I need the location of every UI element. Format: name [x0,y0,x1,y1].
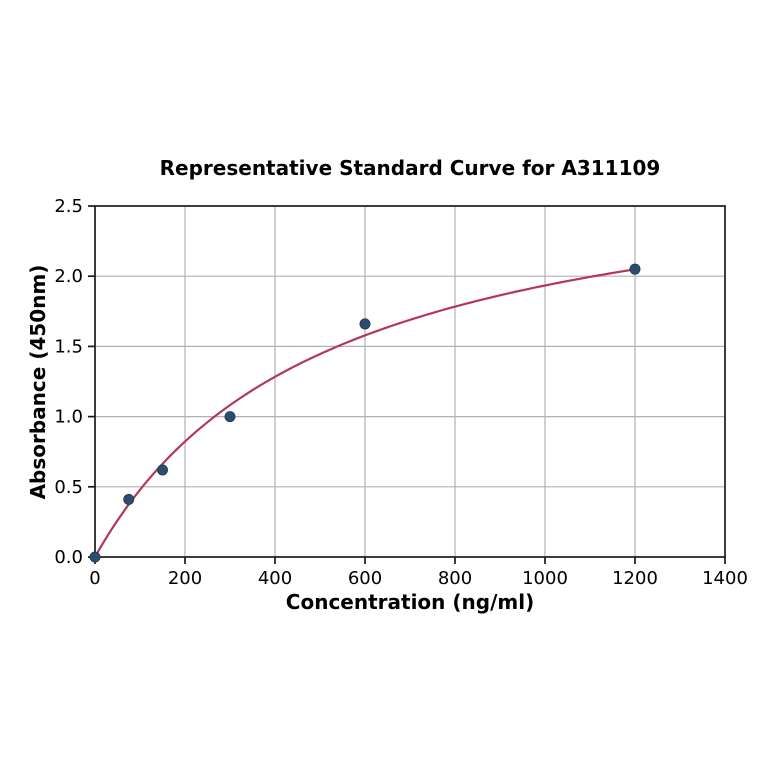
y-axis-label: Absorbance (450nm) [26,264,50,500]
data-points [89,263,641,563]
x-tick-label: 1000 [522,568,568,589]
data-point [359,318,371,330]
x-tick-label: 400 [258,568,292,589]
x-tick-label: 200 [168,568,202,589]
grid-lines [95,206,725,557]
y-tick-label: 1.5 [54,336,83,357]
y-tick-label: 2.5 [54,196,83,217]
y-tick-label: 0.0 [54,547,83,568]
x-axis-label: Concentration (ng/ml) [285,590,535,614]
data-point [224,411,236,423]
axis-ticks: 0 200 400 600 800 1000 1200 1400 0.0 0.5 1.0 1.5 2.0… [54,196,748,589]
x-tick-label: 1200 [612,568,658,589]
fit-curve-line [93,268,637,559]
x-tick-label: 600 [348,568,382,589]
y-tick-label: 1.0 [54,407,83,428]
chart-title: Representative Standard Curve for A31110… [159,156,661,180]
x-tick-label: 0 [89,568,100,589]
x-tick-label: 1400 [702,568,748,589]
y-tick-label: 0.5 [54,477,83,498]
data-point [123,493,135,505]
data-point [157,464,168,476]
data-point [89,551,101,563]
data-point [629,263,641,275]
plot-border [94,205,726,558]
x-tick-label: 800 [438,568,472,589]
y-tick-label: 2.0 [54,266,83,287]
